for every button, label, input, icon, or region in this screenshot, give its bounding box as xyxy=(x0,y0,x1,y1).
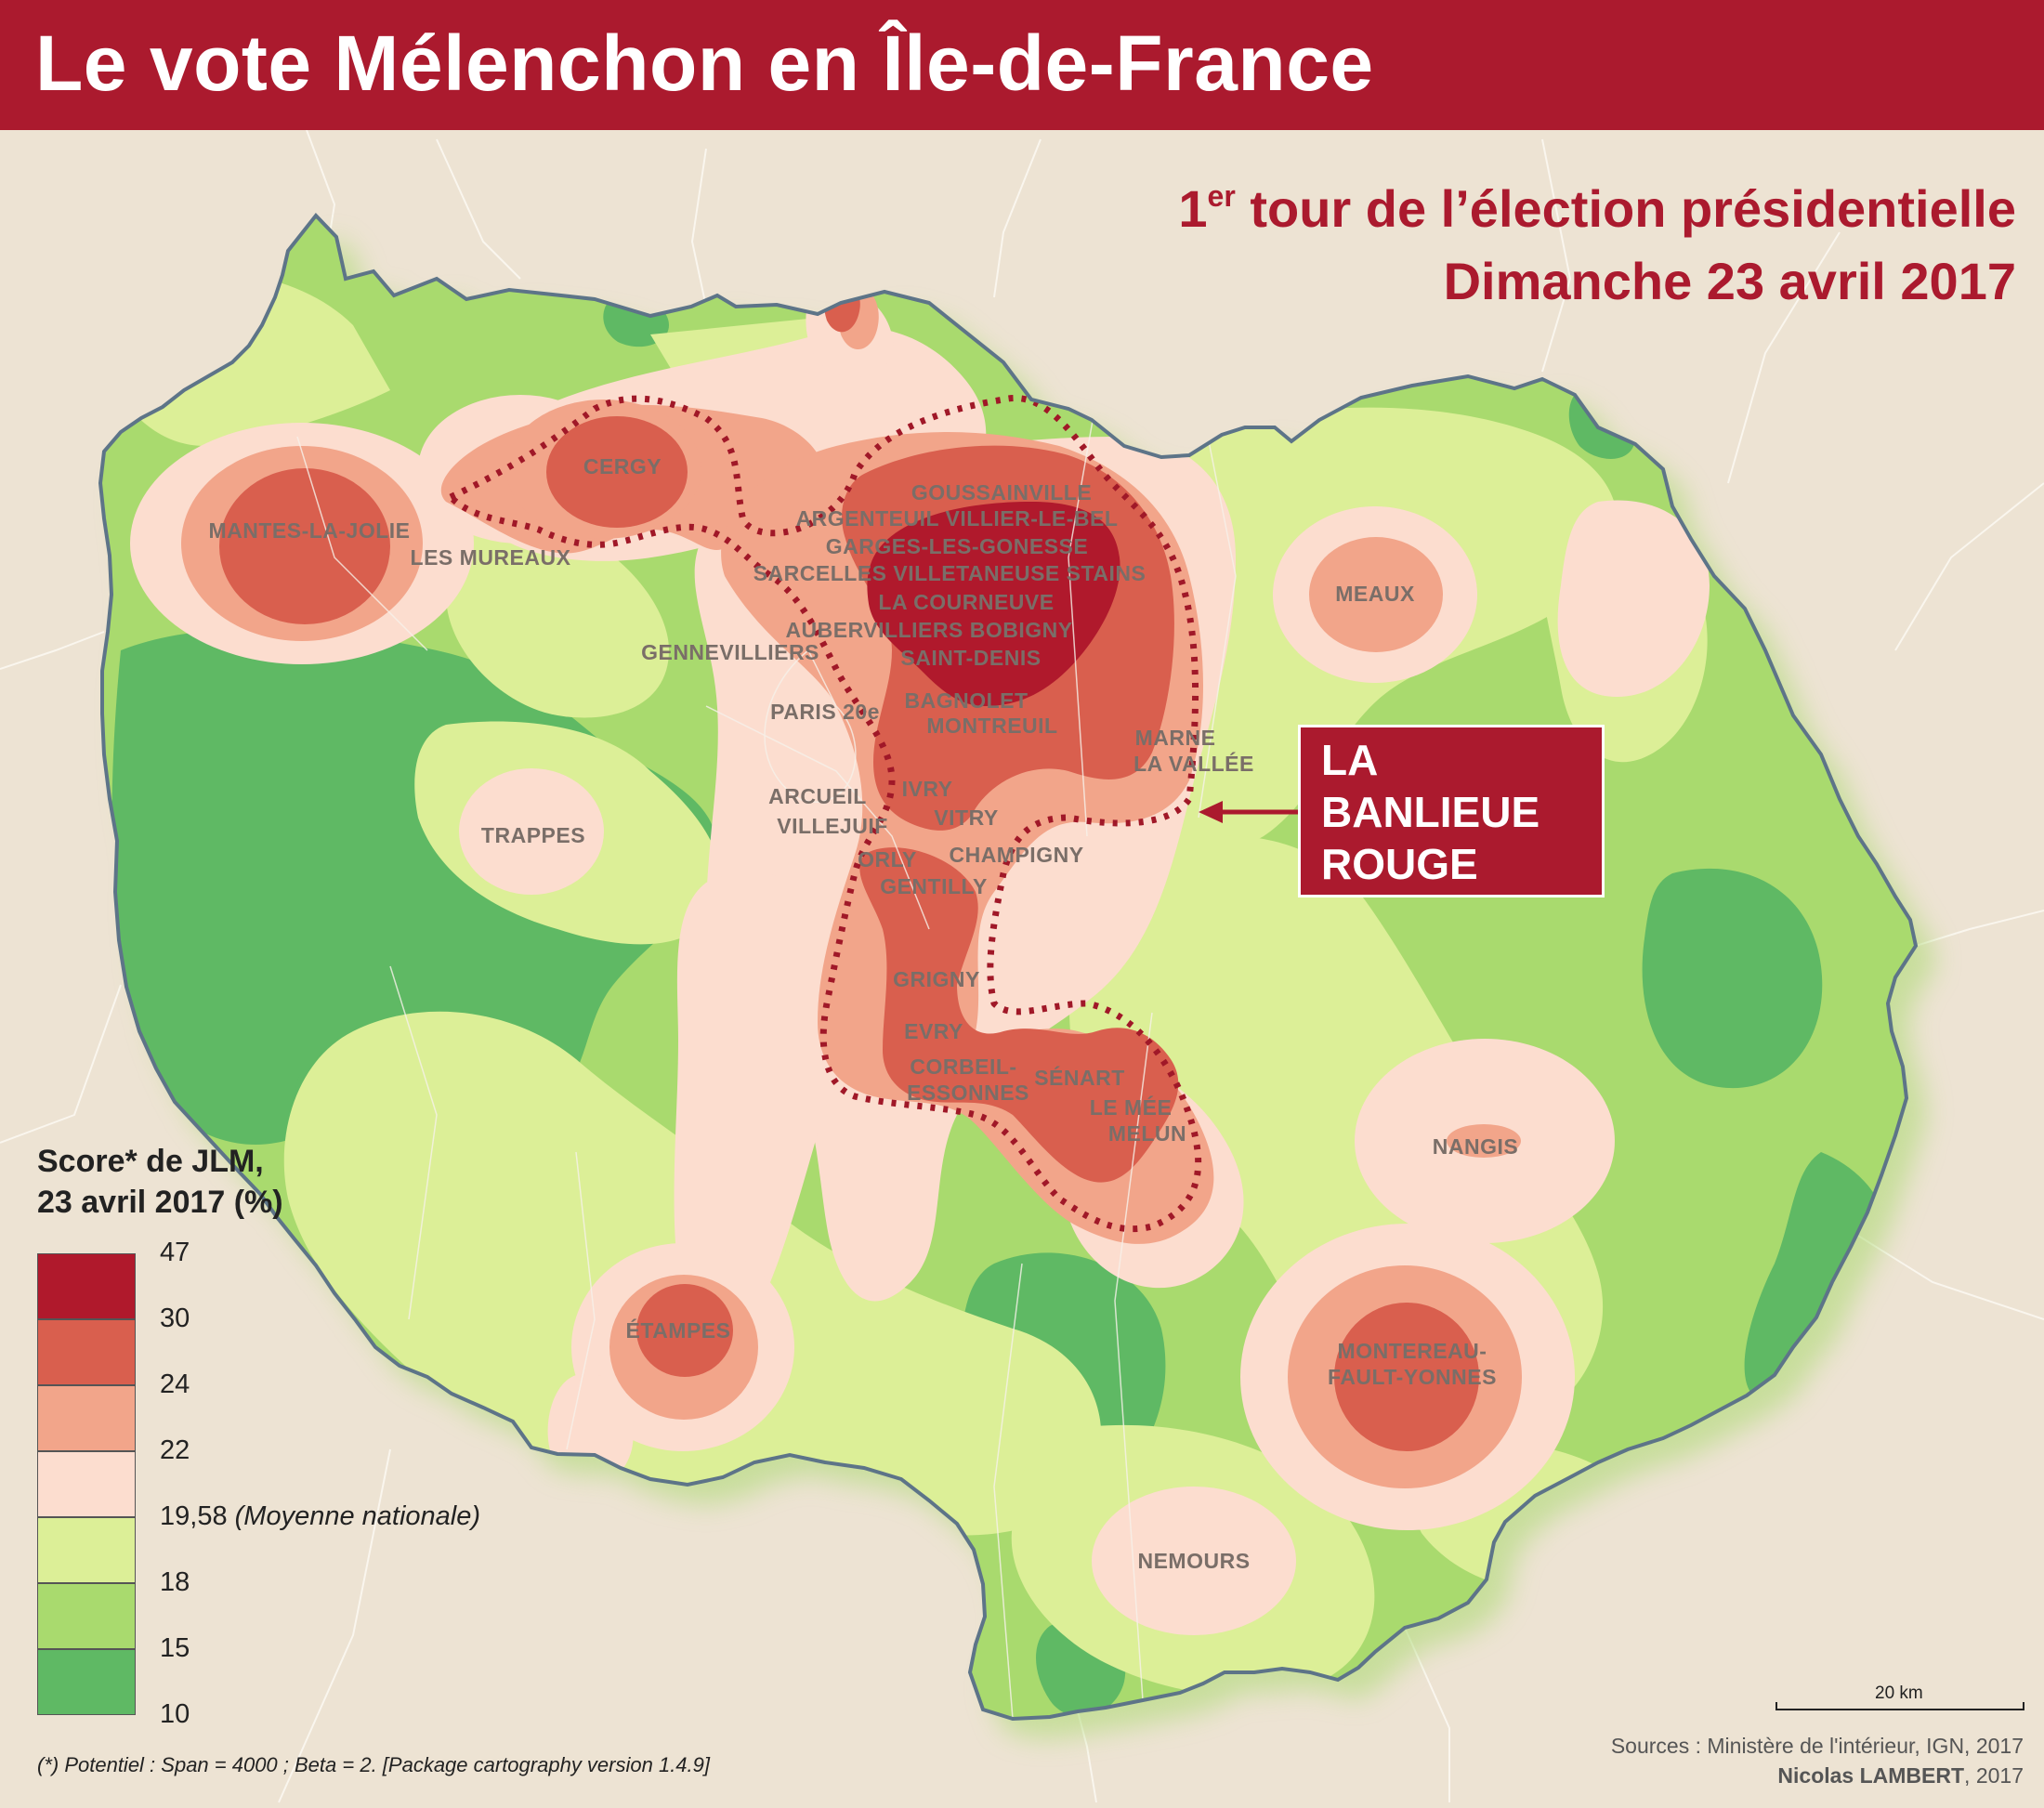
place-label: MARNE xyxy=(1134,726,1216,750)
place-label: NANGIS xyxy=(1432,1134,1519,1159)
legend-break-label: 30 xyxy=(160,1304,190,1333)
place-label: GOUSSAINVILLE xyxy=(911,480,1093,504)
callout-line: BANLIEUE xyxy=(1321,788,1540,836)
place-label: CORBEIL- xyxy=(910,1055,1017,1079)
author-name: Nicolas LAMBERT xyxy=(1777,1763,1965,1788)
sources: Sources : Ministère de l'intérieur, IGN,… xyxy=(1611,1731,2024,1790)
legend-title: Score* de JLM, 23 avril 2017 (%) xyxy=(37,1141,283,1223)
legend-break-label: 22 xyxy=(160,1435,190,1465)
place-label: ÉTAMPES xyxy=(625,1318,731,1343)
place-label: GENTILLY xyxy=(880,874,988,898)
place-label: BAGNOLET xyxy=(904,688,1029,713)
place-label: GENNEVILLIERS xyxy=(641,640,819,664)
scale-bar xyxy=(1775,1702,2024,1710)
legend-break-label: 19,58 (Moyenne nationale) xyxy=(160,1501,481,1531)
national-average-note: (Moyenne nationale) xyxy=(234,1501,481,1531)
place-label: MONTEREAU- xyxy=(1337,1339,1487,1363)
place-label: CERGY xyxy=(583,454,662,478)
place-label: MONTREUIL xyxy=(926,714,1058,738)
place-label: SARCELLES VILLETANEUSE STAINS xyxy=(753,561,1146,585)
place-label: CHAMPIGNY xyxy=(949,843,1084,867)
place-label: LA COURNEUVE xyxy=(878,590,1055,614)
legend-swatch xyxy=(37,1451,136,1517)
place-label: LES MUREAUX xyxy=(410,545,571,570)
place-label: MELUN xyxy=(1107,1121,1187,1146)
callout-line: LA xyxy=(1321,736,1379,784)
place-label: LA VALLÉE xyxy=(1133,752,1254,776)
legend-swatch xyxy=(37,1385,136,1451)
legend-swatch xyxy=(37,1583,136,1649)
legend-swatch xyxy=(37,1319,136,1385)
legend-break-label: 47 xyxy=(160,1238,190,1267)
callout-line: ROUGE xyxy=(1321,840,1478,888)
place-label: MEAUX xyxy=(1335,582,1415,606)
callout-arrowhead xyxy=(1199,801,1223,823)
place-label: ORLY xyxy=(858,847,917,871)
subtitle-round: 1er tour de l’élection présidentielle xyxy=(1178,179,2016,238)
title-bar xyxy=(0,0,2044,130)
legend-swatch xyxy=(37,1253,136,1319)
map-title: Le vote Mélenchon en Île-de-France xyxy=(35,20,1374,107)
place-label: ARGENTEUIL VILLIER-LE-BEL xyxy=(795,506,1119,531)
place-label: GRIGNY xyxy=(893,967,980,991)
place-label: SÉNART xyxy=(1034,1066,1125,1090)
region-outline xyxy=(98,212,1919,1722)
legend-break-label: 10 xyxy=(160,1699,190,1729)
place-label: GARGES-LES-GONESSE xyxy=(825,534,1089,558)
banlieue-rouge-callout: LA BANLIEUE ROUGE xyxy=(1298,725,1605,897)
place-label: VILLEJUIF xyxy=(777,814,888,838)
place-label: MANTES-LA-JOLIE xyxy=(208,518,411,543)
place-label: ARCUEIL xyxy=(768,784,867,808)
place-label: NEMOURS xyxy=(1137,1549,1251,1573)
score-surface xyxy=(100,216,1916,1719)
legend-swatch xyxy=(37,1649,136,1715)
place-label: VITRY xyxy=(934,806,999,830)
legend-break-label: 24 xyxy=(160,1369,190,1399)
place-label: FAULT-YONNES xyxy=(1328,1365,1497,1389)
legend-swatch xyxy=(37,1517,136,1583)
method-footnote: (*) Potentiel : Span = 4000 ; Beta = 2. … xyxy=(37,1753,711,1776)
legend-break-label: 18 xyxy=(160,1567,190,1597)
place-label: EVRY xyxy=(904,1019,963,1043)
place-label: AUBERVILLIERS BOBIGNY xyxy=(785,618,1073,642)
place-label: SAINT-DENIS xyxy=(900,646,1042,670)
place-label: ESSONNES xyxy=(907,1081,1029,1105)
place-label: LE MÉE xyxy=(1089,1095,1173,1120)
subtitle-date: Dimanche 23 avril 2017 xyxy=(1443,252,2016,310)
author-line: Nicolas LAMBERT, 2017 xyxy=(1777,1763,2024,1788)
sources-line: Sources : Ministère de l'intérieur, IGN,… xyxy=(1610,1734,2024,1758)
legend-title-line: 23 avril 2017 (%) xyxy=(37,1185,283,1220)
place-label: IVRY xyxy=(901,777,953,801)
legend-title-line: Score* de JLM, xyxy=(37,1144,264,1179)
place-label: TRAPPES xyxy=(480,823,586,847)
scale-label: 20 km xyxy=(1875,1684,1923,1703)
legend-break-label: 15 xyxy=(160,1633,190,1663)
place-label: PARIS 20e xyxy=(770,700,880,724)
